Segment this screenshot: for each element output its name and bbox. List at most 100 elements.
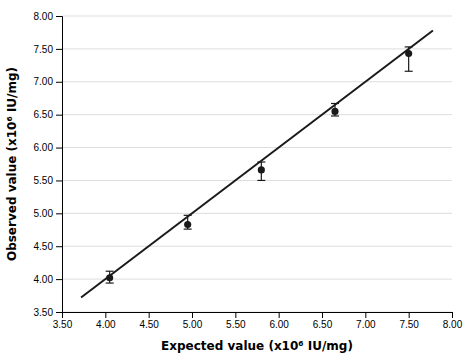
tick-label: 4.00 <box>34 274 54 285</box>
tick-label: 7.50 <box>399 319 419 330</box>
error-bar <box>106 271 114 283</box>
tick-mark <box>56 82 62 83</box>
tick-label: 7.00 <box>34 76 54 87</box>
error-bar-cap <box>331 115 339 116</box>
tick-mark <box>56 16 62 17</box>
grid-line <box>62 48 452 49</box>
tick: 8.00 <box>34 11 62 22</box>
grid <box>62 16 452 312</box>
tick-label: 4.00 <box>96 319 116 330</box>
marks <box>81 30 433 297</box>
tick-label: 4.50 <box>139 319 159 330</box>
tick-label: 6.50 <box>34 109 54 120</box>
x-axis-title: Expected value (x10⁶ IU/mg) <box>161 339 353 353</box>
point <box>184 221 191 228</box>
tick: 7.50 <box>399 312 419 330</box>
error-bar-cap <box>106 271 114 272</box>
grid-line <box>62 180 452 181</box>
tick: 6.00 <box>269 312 289 330</box>
tick: 4.50 <box>34 241 62 252</box>
tick: 5.50 <box>226 312 246 330</box>
tick-mark <box>452 312 453 318</box>
tick-mark <box>409 312 410 318</box>
y-axis: 3.50 4.00 4.50 5.00 5.50 6.00 6.50 7.00 7.50 8.00 <box>34 11 63 318</box>
tick: 7.00 <box>356 312 376 330</box>
tick-label: 8.00 <box>34 11 54 22</box>
tick-label: 8.00 <box>443 319 463 330</box>
tick: 5.00 <box>34 208 62 219</box>
point <box>405 50 412 57</box>
tick: 4.00 <box>34 274 62 285</box>
error-bar-cap <box>106 282 114 283</box>
tick-mark <box>192 312 193 318</box>
tick-mark <box>279 312 280 318</box>
tick: 5.00 <box>183 312 203 330</box>
tick-mark <box>56 279 62 280</box>
error-bar <box>331 103 339 115</box>
tick-label: 6.00 <box>269 319 289 330</box>
tick: 7.50 <box>34 44 62 55</box>
tick-mark <box>56 246 62 247</box>
tick-mark <box>365 312 366 318</box>
error-bar <box>257 162 265 180</box>
tick-label: 5.50 <box>226 319 246 330</box>
tick-mark <box>56 49 62 50</box>
grid-line <box>62 246 452 247</box>
error-bar-cap <box>405 46 413 47</box>
point <box>106 274 113 281</box>
tick-label: 6.00 <box>34 142 54 153</box>
tick-mark <box>235 312 236 318</box>
tick-label: 3.50 <box>34 307 54 318</box>
tick: 8.00 <box>443 312 463 330</box>
tick-label: 7.50 <box>34 44 54 55</box>
error-bar-cap <box>184 229 192 230</box>
tick: 6.00 <box>34 142 62 153</box>
error-bar-cap <box>405 71 413 72</box>
tick-mark <box>56 148 62 149</box>
axis-line <box>63 313 453 319</box>
grid-line <box>62 81 452 82</box>
tick-label: 3.50 <box>53 319 73 330</box>
tick-label: 5.00 <box>183 319 203 330</box>
grid-line <box>62 16 452 17</box>
tick-mark <box>56 312 62 313</box>
tick-label: 5.50 <box>34 175 54 186</box>
tick-label: 6.50 <box>313 319 333 330</box>
tick-label: 4.50 <box>34 241 54 252</box>
tick-mark <box>56 115 62 116</box>
x-axis: 3.50 4.00 4.50 5.00 5.50 6.00 6.50 7.00 7.50 8.00 <box>53 312 463 330</box>
tick: 3.50 <box>53 312 73 330</box>
series <box>106 47 413 283</box>
tick-mark <box>56 213 62 214</box>
tick-label: 7.00 <box>356 319 376 330</box>
tick-label: 5.00 <box>34 208 54 219</box>
tick: 7.00 <box>34 76 62 87</box>
axis-line <box>56 17 63 313</box>
grid-line <box>62 114 452 115</box>
tick: 4.50 <box>139 312 159 330</box>
tick-mark <box>322 312 323 318</box>
error-bar-cap <box>257 161 265 162</box>
tick-mark <box>105 312 106 318</box>
tick-mark <box>149 312 150 318</box>
grid-line <box>62 213 452 214</box>
grid-line <box>62 147 452 148</box>
error-bar-cap <box>184 215 192 216</box>
tick: 6.50 <box>34 109 62 120</box>
y-axis-title: Observed value (x10⁶ IU/mg) <box>5 67 19 261</box>
error-bar <box>405 47 413 71</box>
point <box>331 108 338 115</box>
error-bar <box>184 215 192 229</box>
point <box>258 166 265 173</box>
tick: 3.50 <box>34 307 62 318</box>
tick-mark <box>56 180 62 181</box>
grid-line <box>62 279 452 280</box>
tick: 5.50 <box>34 175 62 186</box>
fit-line <box>81 30 433 297</box>
error-bar-cap <box>331 103 339 104</box>
error-bar-cap <box>257 180 265 181</box>
plot: 3.50 4.00 4.50 5.00 5.50 6.00 6.50 7.00 7.50 8.00… <box>34 11 463 330</box>
tick: 4.00 <box>96 312 116 330</box>
tick: 6.50 <box>313 312 333 330</box>
chart: 3.50 4.00 4.50 5.00 5.50 6.00 6.50 7.00 7.50 8.00… <box>0 0 474 360</box>
